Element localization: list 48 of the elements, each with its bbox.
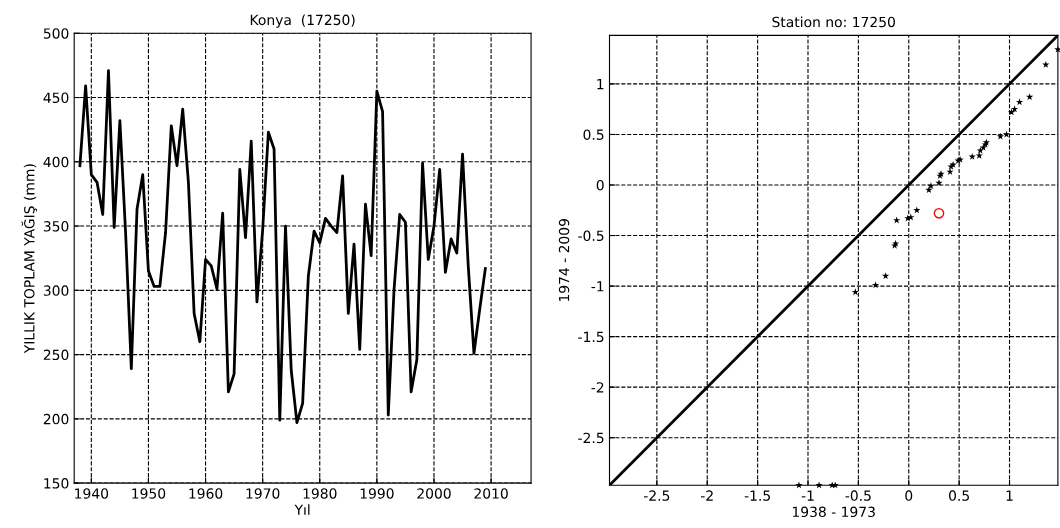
y-tick-label: 350 bbox=[43, 221, 69, 232]
x-tick-label: 0.5 bbox=[949, 490, 969, 501]
point bbox=[925, 186, 933, 194]
y-tick-label: -1 bbox=[591, 281, 604, 292]
x-tick-label: 1970 bbox=[246, 488, 280, 499]
x-tick-label: 1950 bbox=[132, 488, 166, 499]
y-tick-label: 1 bbox=[597, 79, 604, 90]
y-tick-label: -1.5 bbox=[578, 331, 604, 343]
x-tick-label: -2 bbox=[700, 490, 713, 501]
x-tick-label: -0.5 bbox=[845, 490, 871, 501]
point bbox=[893, 216, 901, 224]
y-tick-label: 250 bbox=[43, 349, 69, 361]
x-tick-label: -1 bbox=[801, 490, 814, 501]
point bbox=[975, 151, 983, 159]
point bbox=[913, 206, 921, 214]
x-tick-label: 0 bbox=[905, 490, 913, 501]
x-axis-title: Yıl bbox=[294, 504, 310, 515]
y-tick-label: 200 bbox=[43, 413, 69, 425]
x-tick-label: 1960 bbox=[189, 488, 223, 499]
y-tick-label: 300 bbox=[43, 285, 69, 296]
chart-title: Konya (17250) bbox=[250, 14, 355, 28]
x-tick-label: 2000 bbox=[417, 488, 451, 499]
point bbox=[933, 207, 945, 219]
x-tick-label: -2.5 bbox=[643, 490, 670, 501]
y-tick-label: 450 bbox=[43, 92, 69, 103]
x-tick-label: 1990 bbox=[360, 488, 394, 499]
y-tick-label: 0.5 bbox=[583, 129, 604, 140]
y-tick-label: 400 bbox=[43, 156, 69, 168]
point bbox=[996, 132, 1005, 140]
y-tick-label: 0 bbox=[596, 179, 604, 191]
y-tick-label: -0.5 bbox=[578, 230, 604, 242]
point bbox=[1002, 130, 1011, 138]
y-axis-title: 1974 - 2009 bbox=[558, 219, 570, 302]
point bbox=[976, 146, 984, 154]
x-tick-label: 1980 bbox=[303, 488, 337, 499]
x-axis-title: 1938 - 1973 bbox=[792, 506, 875, 518]
y-tick-label: -2.5 bbox=[578, 432, 604, 444]
x-tick-label: 1 bbox=[1006, 490, 1013, 501]
x-tick-label: 2010 bbox=[474, 488, 508, 499]
y-tick-label: 150 bbox=[44, 478, 69, 489]
y-tick-label: 500 bbox=[43, 28, 69, 39]
x-tick-label: -1.5 bbox=[744, 490, 770, 501]
y-tick-label: -2 bbox=[591, 382, 604, 393]
point bbox=[851, 288, 859, 296]
chart-title: Station no: 17250 bbox=[772, 16, 895, 28]
point bbox=[946, 168, 954, 175]
y-axis-title: YILLIK TOPLAM YAĞIŞ (mm) bbox=[21, 164, 38, 354]
x-tick-label: 1940 bbox=[75, 488, 109, 499]
